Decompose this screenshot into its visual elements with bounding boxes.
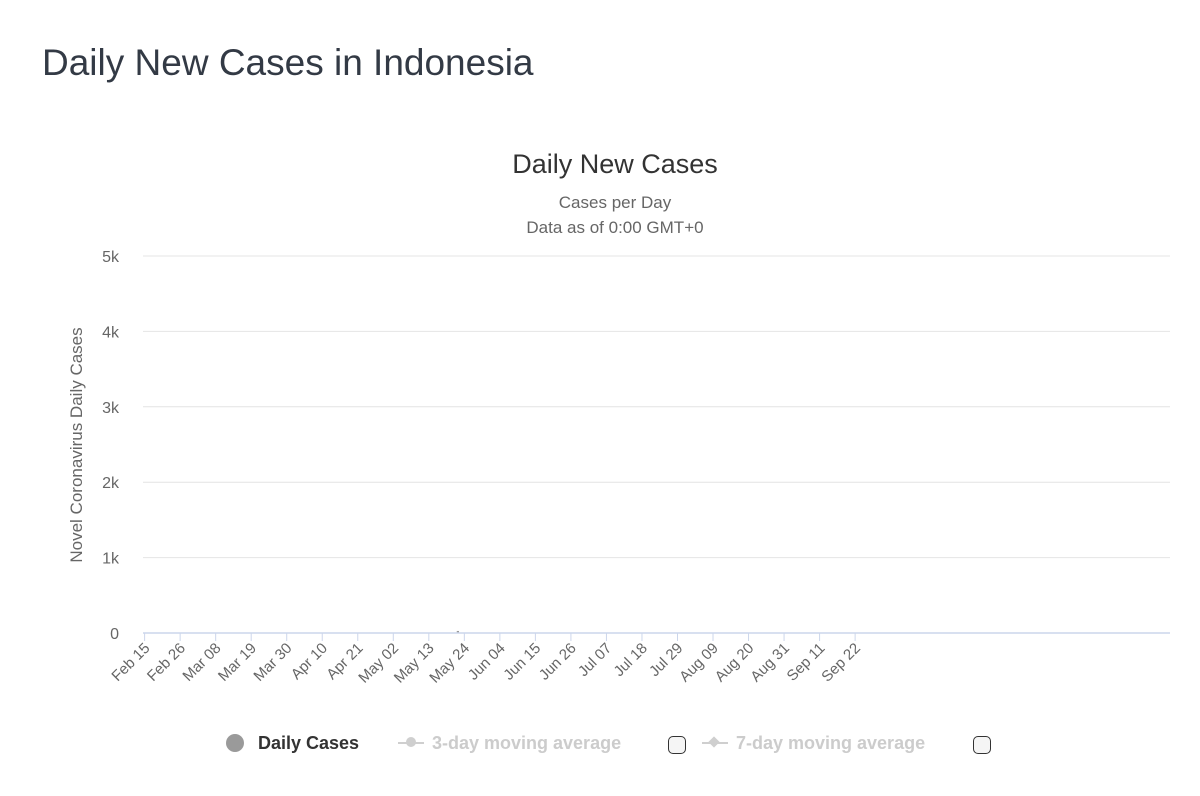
legend-label-daily-cases: Daily Cases bbox=[258, 732, 360, 753]
x-tick-label: Mar 08 bbox=[179, 640, 224, 685]
y-tick-label: 1k bbox=[102, 551, 120, 568]
x-tick-label: May 24 bbox=[426, 640, 473, 687]
legend-dot-icon bbox=[226, 734, 244, 752]
legend-item-7-day-ma[interactable]: 7-day moving average bbox=[702, 728, 925, 758]
checkbox-3-day-ma[interactable] bbox=[668, 736, 686, 754]
legend-item-3-day-ma[interactable]: 3-day moving average bbox=[398, 728, 621, 758]
x-tick-label: Jun 26 bbox=[536, 640, 580, 684]
legend-line-circle-icon bbox=[398, 737, 424, 747]
legend-item-daily-cases[interactable]: Daily Cases bbox=[226, 728, 359, 758]
x-tick-label: Sep 22 bbox=[818, 640, 864, 686]
legend-label-7-day-ma: 7-day moving average bbox=[736, 732, 926, 753]
x-tick-label: Mar 19 bbox=[215, 640, 260, 685]
x-tick-label: Jul 07 bbox=[575, 640, 615, 680]
y-tick-label: 2k bbox=[102, 475, 120, 492]
legend: Daily Cases 3-day moving average 7-day m… bbox=[0, 728, 1200, 758]
x-tick-label: Apr 10 bbox=[288, 640, 331, 683]
bar[interactable] bbox=[456, 630, 460, 633]
chart-subtitle-date: Data as of 0:00 GMT+0 bbox=[526, 218, 703, 237]
grid-lines bbox=[143, 255, 1170, 559]
x-tick-label: Jul 18 bbox=[611, 640, 651, 680]
y-axis-ticks: 0 1k 2k 3k 4k 5k bbox=[102, 249, 120, 643]
y-tick-label: 0 bbox=[110, 626, 119, 643]
x-tick-label: Jun 15 bbox=[500, 640, 544, 684]
x-tick-label: Feb 15 bbox=[108, 640, 153, 685]
legend-line-diamond-icon bbox=[702, 736, 728, 748]
chart-subtitle: Cases per Day bbox=[559, 193, 672, 212]
x-tick-label: Aug 09 bbox=[676, 640, 722, 686]
x-tick-label: Jun 04 bbox=[465, 640, 509, 684]
x-tick-label: Feb 26 bbox=[144, 640, 189, 685]
checkbox-7-day-ma[interactable] bbox=[973, 736, 991, 754]
legend-label-3-day-ma: 3-day moving average bbox=[432, 732, 622, 753]
y-tick-label: 5k bbox=[102, 249, 120, 266]
x-tick-label: Mar 30 bbox=[250, 640, 295, 685]
x-tick-label: Aug 20 bbox=[712, 640, 758, 686]
page-title: Daily New Cases in Indonesia bbox=[42, 42, 534, 83]
x-tick-label: Aug 31 bbox=[747, 640, 793, 686]
chart-title: Daily New Cases bbox=[512, 149, 718, 179]
y-tick-label: 3k bbox=[102, 400, 120, 417]
y-axis-label: Novel Coronavirus Daily Cases bbox=[67, 327, 86, 562]
y-tick-label: 4k bbox=[102, 324, 120, 341]
